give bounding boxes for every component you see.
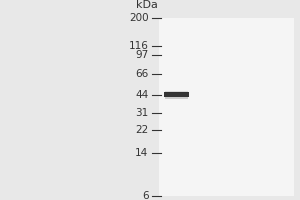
Text: 200: 200 — [129, 13, 148, 23]
Text: 97: 97 — [135, 50, 148, 60]
Text: 6: 6 — [142, 191, 148, 200]
Text: 22: 22 — [135, 125, 148, 135]
Text: 44: 44 — [135, 90, 148, 100]
Text: 31: 31 — [135, 108, 148, 118]
Text: kDa: kDa — [136, 0, 158, 10]
Bar — [159, 18, 294, 196]
Bar — [165, 97, 188, 99]
Text: 14: 14 — [135, 148, 148, 158]
Text: 116: 116 — [129, 41, 148, 51]
Bar — [164, 92, 189, 97]
Bar — [165, 91, 188, 93]
Text: 66: 66 — [135, 69, 148, 79]
